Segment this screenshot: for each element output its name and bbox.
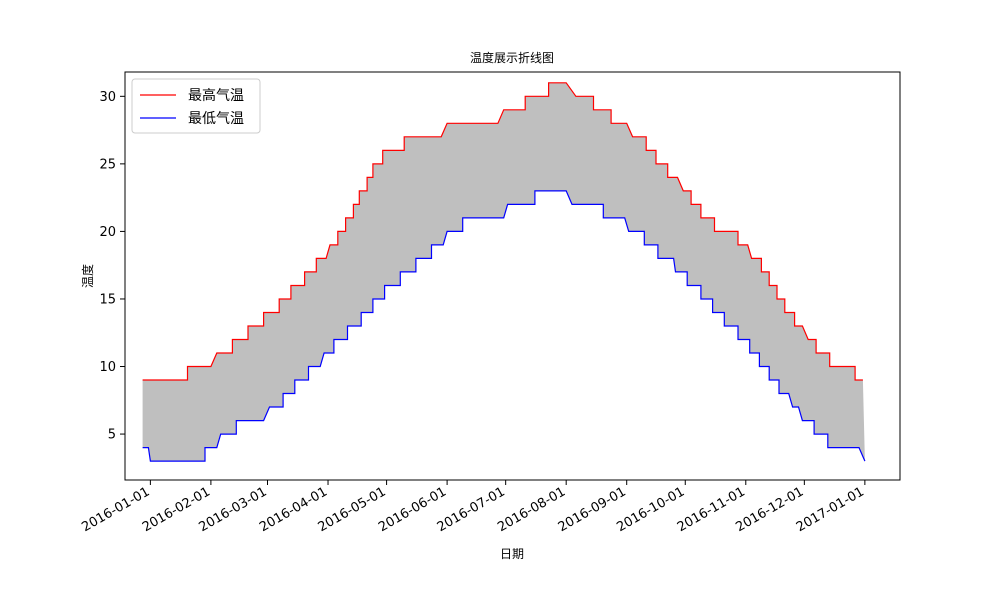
chart-title: 温度展示折线图 bbox=[470, 50, 554, 65]
legend-label-min: 最低气温 bbox=[188, 111, 244, 127]
fill-between-area bbox=[142, 82, 865, 462]
y-tick-label: 30 bbox=[99, 90, 116, 105]
y-axis: 5 10 15 20 25 30 bbox=[99, 90, 125, 443]
series-line-max bbox=[142, 82, 863, 381]
x-axis: 2016-01-012016-02-012016-03-012016-04-01… bbox=[79, 480, 867, 535]
x-tick-label: 2016-08-01 bbox=[495, 484, 568, 535]
series-lines bbox=[142, 82, 866, 462]
y-axis-label: 温度 bbox=[80, 264, 95, 288]
x-axis-label: 日期 bbox=[500, 547, 524, 561]
y-tick-label: 20 bbox=[99, 225, 116, 240]
y-tick-label: 5 bbox=[108, 428, 116, 443]
y-tick-label: 10 bbox=[99, 360, 116, 375]
fill-between-polygon bbox=[142, 82, 865, 462]
series-line-min bbox=[142, 190, 866, 462]
x-tick-label: 2017-01-01 bbox=[794, 484, 867, 535]
plot-frame bbox=[124, 71, 901, 481]
y-tick-label: 15 bbox=[99, 292, 116, 307]
legend-box bbox=[131, 78, 261, 134]
legend: 最高气温 最低气温 bbox=[131, 78, 261, 134]
legend-label-max: 最高气温 bbox=[188, 87, 244, 104]
y-tick-label: 25 bbox=[99, 157, 116, 172]
x-tick-label: 2016-01-01 bbox=[79, 484, 152, 535]
